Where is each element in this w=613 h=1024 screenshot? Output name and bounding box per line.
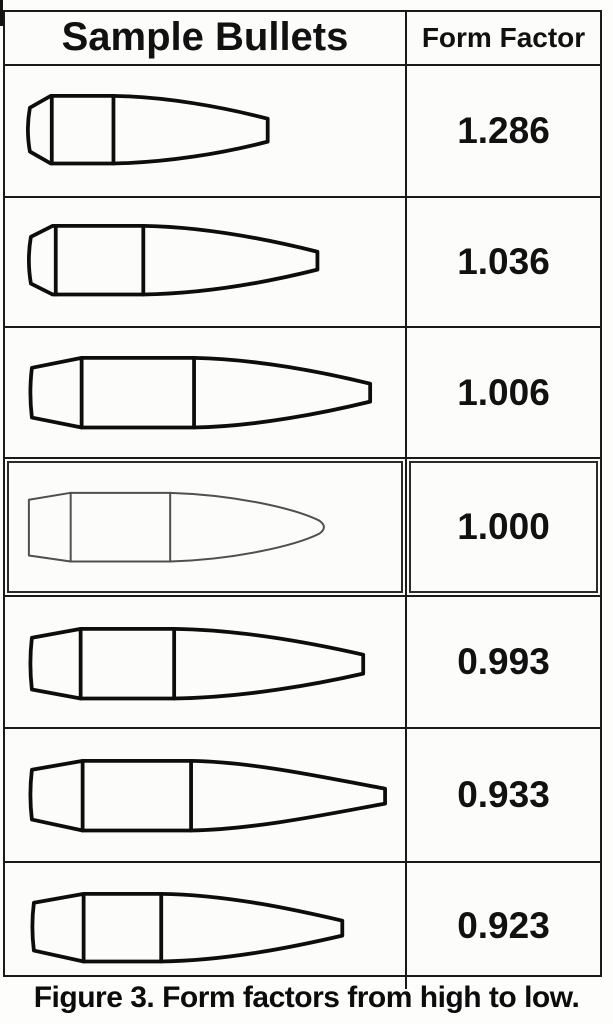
bullet-drawing-icon (26, 224, 320, 297)
form-factor-value: 0.993 (457, 641, 550, 682)
bullet-cell (5, 729, 407, 861)
bullet-drawing-icon (26, 94, 270, 166)
table-row: 1.006 (5, 326, 600, 457)
form-factor-value: 1.000 (457, 506, 550, 547)
form-factor-table: Sample Bullets Form Factor 1.286 1.036 (3, 10, 602, 989)
form-factor-cell: 1.036 (407, 198, 600, 326)
table-row: 0.933 (5, 727, 600, 861)
form-factor-value: 1.006 (457, 371, 550, 413)
form-factor-header-label: Form Factor (421, 22, 586, 53)
bullet-drawing-icon (30, 892, 345, 964)
header-cell-form-factor: Form Factor (407, 12, 600, 64)
form-factor-value: 0.923 (457, 905, 550, 946)
form-factor-cell: 1.000 (407, 459, 600, 595)
bullet-cell (5, 459, 407, 595)
table-header-row: Sample Bullets Form Factor (5, 12, 600, 64)
table-row-highlighted: 1.000 (5, 457, 600, 595)
bullet-cell (5, 328, 407, 457)
form-factor-cell: 0.923 (407, 863, 600, 989)
table-row: 0.923 (5, 861, 600, 989)
bullet-cell (5, 198, 407, 326)
scan-artifact (0, 0, 3, 26)
form-factor-cell: 0.993 (407, 597, 600, 727)
figure-caption: Figure 3. Form factors from high to low. (33, 981, 580, 1014)
form-factor-cell: 1.006 (407, 328, 600, 457)
sample-bullets-header-label: Sample Bullets (61, 14, 349, 59)
form-factor-value: 0.933 (457, 774, 550, 815)
bullet-drawing-icon (27, 492, 325, 563)
header-cell-sample-bullets: Sample Bullets (5, 12, 407, 64)
form-factor-cell: 0.933 (407, 729, 600, 861)
table-row: 0.993 (5, 595, 600, 727)
table-row: 1.286 (5, 64, 600, 196)
bullet-cell (5, 863, 407, 989)
bullet-drawing-icon (28, 627, 366, 701)
form-factor-value: 1.286 (457, 110, 550, 151)
table-row: 1.036 (5, 196, 600, 326)
form-factor-value: 1.036 (457, 241, 550, 282)
bullet-cell (5, 66, 407, 196)
form-factor-cell: 1.286 (407, 66, 600, 196)
bullet-drawing-icon (28, 356, 373, 430)
bullet-drawing-icon (28, 759, 387, 833)
bullet-cell (5, 597, 407, 727)
